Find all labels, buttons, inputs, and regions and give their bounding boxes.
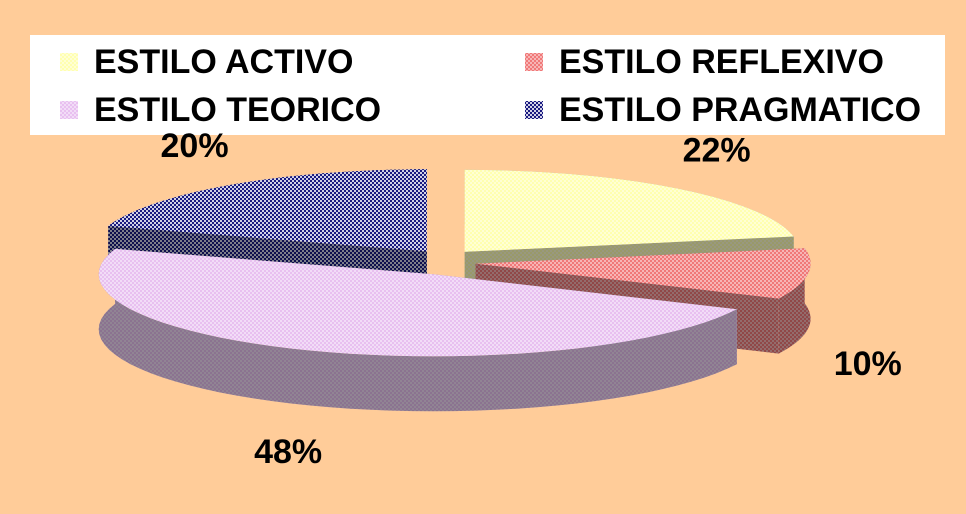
- value-label: 48%: [254, 433, 322, 471]
- slice-side: [98, 248, 737, 412]
- value-label: 22%: [683, 131, 751, 169]
- slice-shade: [778, 248, 811, 354]
- value-label: 10%: [834, 345, 902, 383]
- legend-swatch: [525, 101, 543, 119]
- slice: [98, 248, 737, 412]
- legend-label: ESTILO PRAGMATICO: [559, 91, 921, 129]
- legend-box: [30, 35, 945, 135]
- slice-top: [475, 248, 811, 299]
- slice-shade: [98, 248, 737, 412]
- legend-label: ESTILO REFLEXIVO: [559, 43, 884, 81]
- slice-top: [108, 169, 427, 252]
- legend-swatch: [60, 53, 78, 71]
- legend-swatch: [60, 101, 78, 119]
- value-label: 20%: [161, 127, 229, 165]
- slice-side: [778, 248, 811, 354]
- legend-label: ESTILO ACTIVO: [94, 43, 353, 81]
- slice-top: [464, 169, 794, 252]
- legend-label: ESTILO TEORICO: [94, 91, 381, 129]
- legend-swatch: [525, 53, 543, 71]
- slice-top: [98, 248, 737, 357]
